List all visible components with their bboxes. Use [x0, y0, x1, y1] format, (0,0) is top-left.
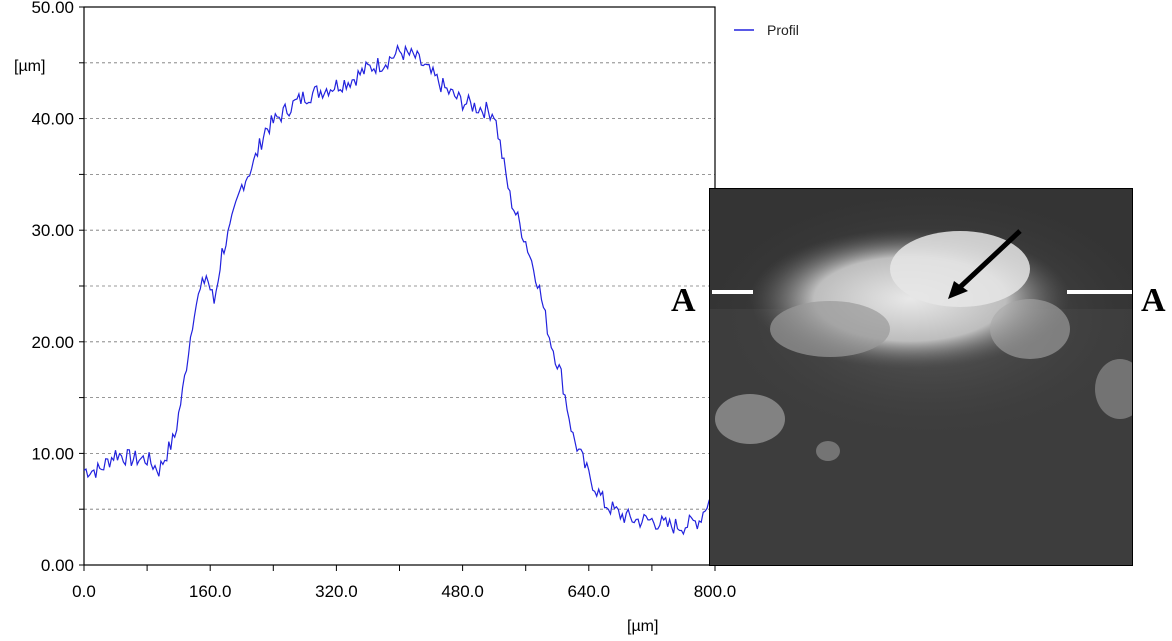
y-tick-label: 10.00 [31, 444, 74, 463]
y-tick-label: 40.00 [31, 110, 74, 129]
section-line-left [712, 290, 753, 294]
y-tick-label: 0.00 [41, 556, 74, 575]
x-tick-label: 160.0 [189, 582, 232, 601]
section-line-right [1067, 290, 1132, 294]
section-marker-right: A [1141, 282, 1166, 319]
x-tick-label: 800.0 [694, 582, 737, 601]
y-axis-unit-label: [µm] [14, 58, 45, 75]
x-tick-label: 0.0 [72, 582, 96, 601]
legend: Profil [734, 22, 799, 38]
x-tick-label: 640.0 [568, 582, 611, 601]
profile-series-line [83, 43, 716, 536]
grid-lines [84, 62, 715, 510]
x-axis-ticks: 0.0 160.0 320.0 480.0 640.0 800.0 [72, 565, 736, 601]
y-tick-label: 30.00 [31, 221, 74, 240]
legend-label-profil: Profil [767, 22, 799, 38]
y-tick-label: 20.00 [31, 333, 74, 352]
section-marker-left: A [671, 282, 696, 319]
surface-micrograph-image [709, 188, 1133, 566]
micrograph-drawing [710, 189, 1132, 565]
y-tick-label: 50.00 [31, 0, 74, 17]
x-axis-unit-label: [µm] [627, 618, 658, 635]
x-tick-label: 480.0 [441, 582, 484, 601]
x-tick-label: 320.0 [315, 582, 358, 601]
y-axis-ticks: 0.00 10.00 20.00 30.00 40.00 50.00 [31, 0, 84, 575]
